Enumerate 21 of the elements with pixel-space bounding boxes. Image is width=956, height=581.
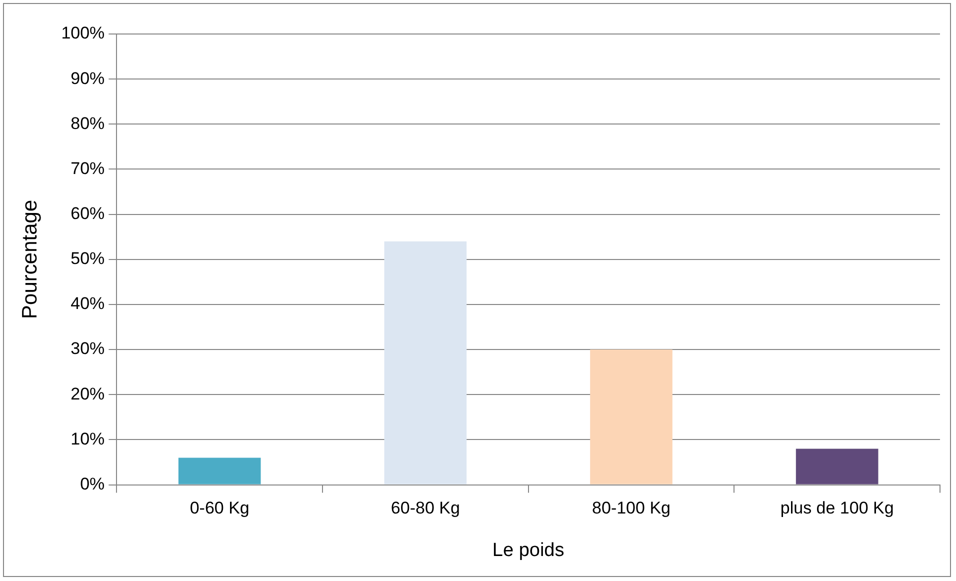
bar bbox=[590, 350, 672, 484]
x-tick-label: 60-80 Kg bbox=[390, 498, 460, 518]
y-tick-label: 90% bbox=[70, 68, 105, 88]
y-tick-label: 60% bbox=[70, 204, 105, 224]
y-tick-label: 10% bbox=[70, 429, 105, 448]
x-tick-label: 80-100 Kg bbox=[592, 498, 670, 518]
y-tick-label: 0% bbox=[80, 474, 105, 494]
bar bbox=[178, 458, 261, 484]
y-tick-label: 70% bbox=[70, 158, 105, 178]
x-tick-label: 0-60 Kg bbox=[190, 498, 250, 518]
y-tick-label: 100% bbox=[61, 24, 105, 43]
y-tick-label: 30% bbox=[70, 339, 105, 358]
y-axis-title: Pourcentage bbox=[18, 200, 42, 319]
y-tick-label: 20% bbox=[70, 384, 105, 404]
x-axis-title: Le poids bbox=[492, 540, 564, 561]
y-tick-label: 40% bbox=[70, 294, 105, 314]
y-tick-label: 50% bbox=[70, 249, 105, 268]
bar bbox=[384, 241, 467, 484]
y-tick-label: 80% bbox=[70, 114, 105, 133]
x-tick-label: plus de 100 Kg bbox=[780, 498, 894, 518]
bar bbox=[796, 448, 878, 484]
